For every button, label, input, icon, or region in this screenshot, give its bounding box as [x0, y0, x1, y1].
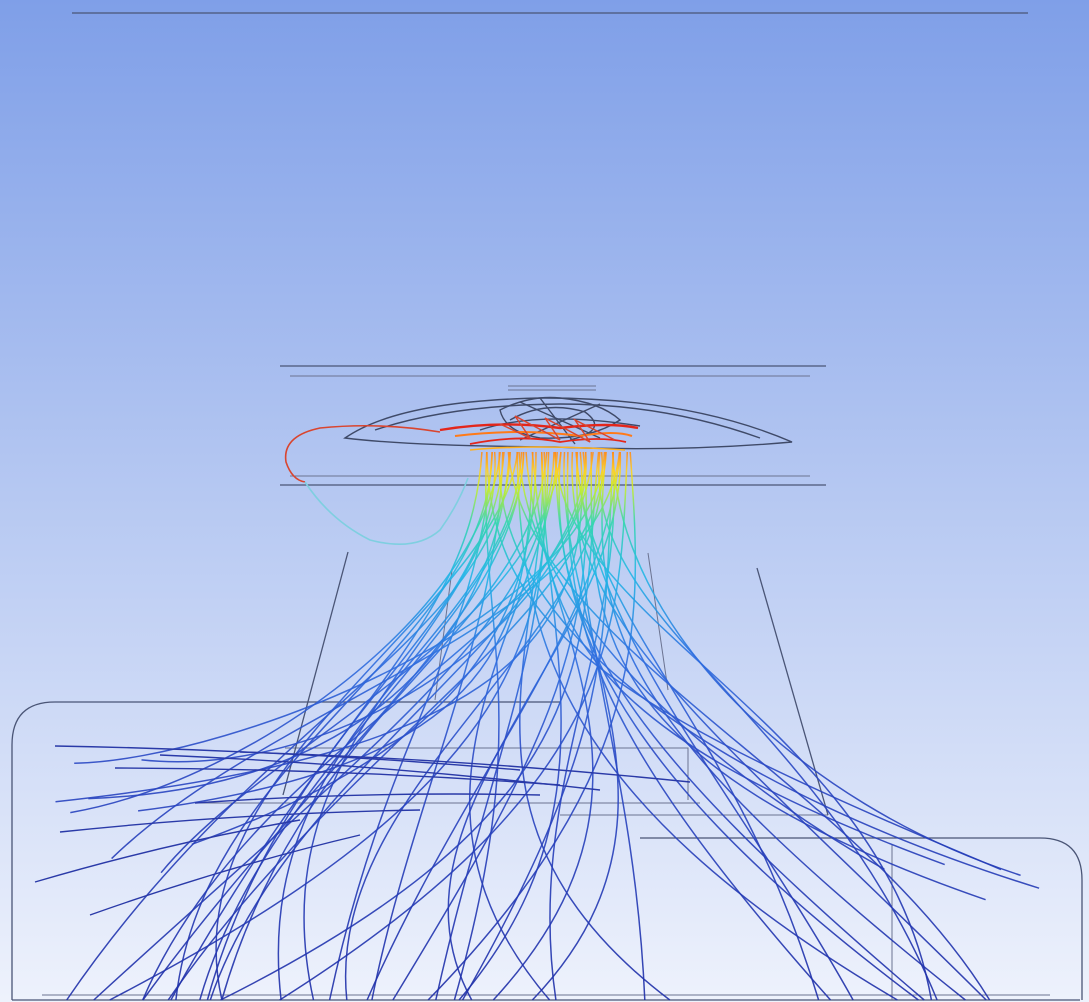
streamline [114, 767, 561, 786]
streamlines [34, 451, 1040, 1001]
streamline [447, 451, 621, 1001]
streamline [468, 451, 558, 1001]
streamline [575, 451, 820, 1001]
streamline [328, 451, 493, 1001]
streamline [239, 751, 691, 783]
rotor-hotspot [439, 415, 639, 451]
streamline [199, 451, 525, 1001]
streamline [142, 451, 587, 1001]
streamline [89, 834, 361, 916]
streamline [142, 451, 525, 1001]
streamline [159, 754, 601, 791]
stray-streamline-loop [284, 424, 469, 546]
streamline [601, 451, 966, 1001]
streamline [427, 451, 637, 1001]
streamline [221, 451, 548, 1001]
streamline [209, 451, 587, 1001]
streamline [55, 451, 583, 803]
streamline [453, 451, 500, 1001]
streamline [206, 451, 496, 1001]
streamline [191, 451, 537, 846]
streamline [554, 451, 933, 1001]
streamline [612, 451, 1021, 877]
streamline [597, 451, 938, 1001]
streamline [34, 819, 301, 883]
streamline [59, 809, 421, 833]
streamline [93, 451, 555, 1001]
streamline [109, 451, 550, 1001]
streamline [70, 451, 501, 814]
streamline [220, 451, 600, 1001]
streamline [215, 451, 519, 1001]
streamline [277, 451, 523, 1001]
streamline [111, 451, 621, 860]
streamline [458, 451, 562, 1001]
streamline [279, 451, 629, 1001]
streamline [74, 451, 606, 765]
streamline [554, 451, 919, 1001]
streamline [590, 451, 986, 901]
fan-shroud [280, 365, 826, 486]
streamline [575, 451, 854, 1001]
streamline [549, 451, 615, 1001]
streamline [194, 793, 541, 804]
streamline [66, 451, 512, 1001]
streamline [344, 451, 604, 1001]
streamline [507, 451, 991, 1001]
streamline [167, 451, 607, 1001]
streamline [88, 451, 511, 800]
streamline [558, 451, 925, 1001]
streamline [566, 451, 832, 1001]
fan-rotor-region [343, 396, 793, 450]
streamline [576, 451, 646, 1001]
